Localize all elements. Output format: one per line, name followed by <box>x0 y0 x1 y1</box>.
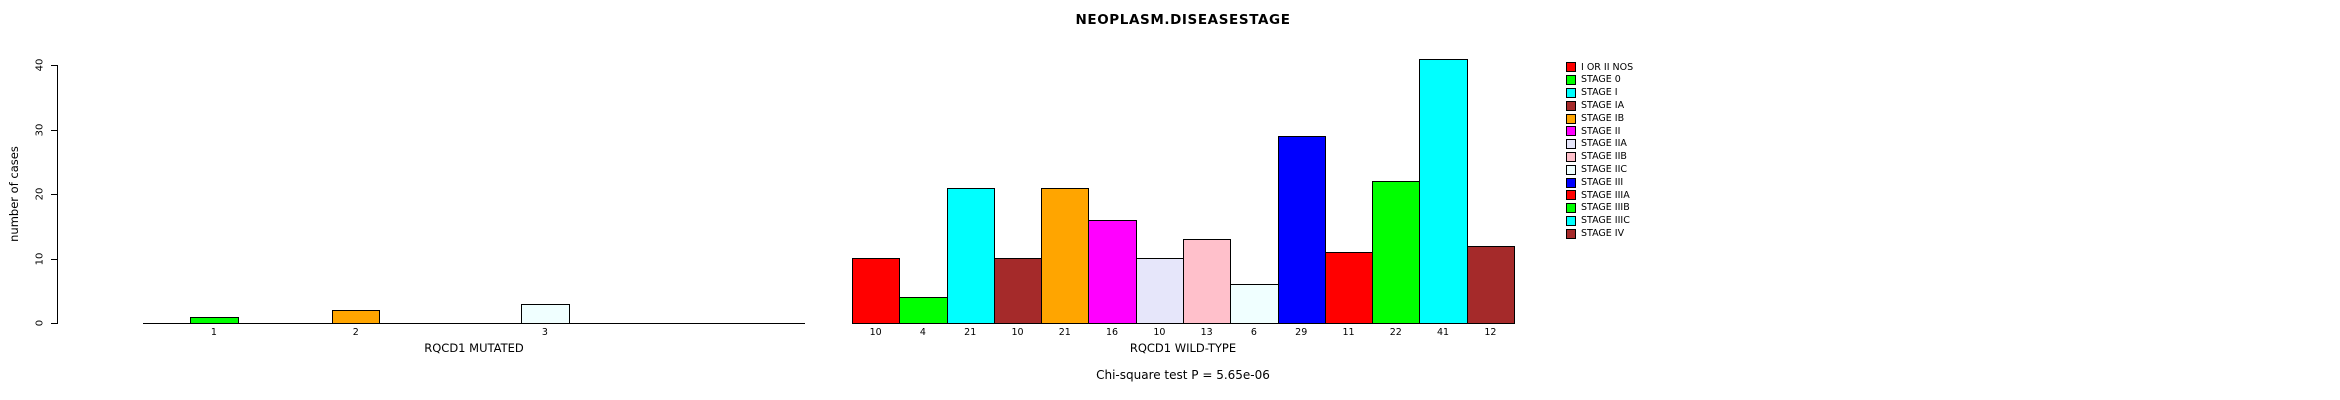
bar-count-label: 11 <box>1342 327 1355 338</box>
bar-count-label: 21 <box>1058 327 1071 338</box>
legend-swatch <box>1566 177 1576 188</box>
bar-stage-i <box>946 188 995 324</box>
y-axis-tick-label: 30 <box>34 123 46 136</box>
legend-label: STAGE IA <box>1581 100 1625 112</box>
bar-stage-iia <box>1135 258 1184 324</box>
bar-i-or-ii-nos <box>852 258 901 324</box>
y-axis-tick-label: 10 <box>34 252 46 265</box>
bar-count-label: 12 <box>1484 327 1497 338</box>
wild-type-panel-label: RQCD1 WILD-TYPE <box>1129 341 1237 355</box>
legend-label: STAGE IV <box>1581 228 1625 239</box>
legend-item: STAGE I <box>1566 87 1633 100</box>
y-axis-label: number of cases <box>7 146 21 242</box>
legend-label: STAGE IIIA <box>1581 189 1630 201</box>
bar-count-label: 10 <box>869 327 882 338</box>
legend-item: STAGE II <box>1566 125 1633 138</box>
legend-label: STAGE I <box>1581 87 1618 99</box>
legend-item: STAGE IIC <box>1566 163 1633 176</box>
bar-stage-ii <box>1088 220 1137 324</box>
y-axis-tick <box>51 258 57 260</box>
y-axis-tick <box>51 323 57 324</box>
legend-swatch <box>1566 62 1576 73</box>
legend-swatch <box>1566 87 1576 98</box>
legend-label: STAGE II <box>1581 125 1621 137</box>
bar-count-label: 4 <box>919 327 926 338</box>
y-axis-tick-label: 20 <box>34 187 46 201</box>
bar-stage-iic <box>1230 284 1279 324</box>
legend-item: STAGE IB <box>1566 112 1633 125</box>
legend-label: STAGE IIIC <box>1581 215 1630 227</box>
bar-stage-0 <box>899 297 948 324</box>
y-axis-tick-label: 0 <box>34 319 46 327</box>
legend: I OR II NOS STAGE 0 STAGE I STAGE IA STAGE I… <box>1566 61 1633 240</box>
chi-square-note: Chi-square test P = 5.65e-06 <box>1096 368 1270 382</box>
bar-stage-iii <box>1277 136 1326 324</box>
legend-swatch <box>1566 228 1576 239</box>
bar-count-label: 10 <box>1153 327 1166 338</box>
bar-stage-ib <box>1041 188 1090 324</box>
bar-stage-0 <box>190 317 239 324</box>
legend-item: STAGE IA <box>1566 99 1633 112</box>
mutated-panel-label: RQCD1 MUTATED <box>424 341 524 355</box>
legend-item: STAGE IV <box>1566 227 1633 240</box>
legend-swatch <box>1566 203 1576 214</box>
legend-item: STAGE IIIC <box>1566 215 1633 228</box>
legend-item: STAGE 0 <box>1566 74 1633 87</box>
legend-label: STAGE IIA <box>1581 138 1627 150</box>
legend-swatch <box>1566 215 1576 226</box>
legend-item: I OR II NOS <box>1566 61 1633 74</box>
bar-stage-iib <box>1183 239 1232 324</box>
legend-swatch <box>1566 75 1576 86</box>
bar-count-label: 21 <box>964 327 977 338</box>
legend-item: STAGE IIA <box>1566 138 1633 151</box>
legend-label: STAGE IIIB <box>1581 202 1630 214</box>
bar-count-label: 2 <box>352 327 359 338</box>
bar-stage-iv <box>1466 246 1515 324</box>
y-axis-tick <box>51 194 57 195</box>
bar-stage-iiic <box>1419 59 1468 324</box>
legend-item: STAGE IIIB <box>1566 202 1633 215</box>
legend-swatch <box>1566 164 1576 175</box>
legend-label: STAGE IB <box>1581 112 1625 124</box>
bar-count-label: 3 <box>541 327 548 338</box>
bar-stage-iiia <box>1324 252 1374 324</box>
bar-count-label: 22 <box>1389 327 1402 338</box>
legend-swatch <box>1566 126 1576 137</box>
y-axis-line <box>57 65 58 324</box>
y-axis-tick <box>51 65 57 66</box>
legend-item: STAGE III <box>1566 176 1633 189</box>
bar-count-label: 1 <box>210 327 217 338</box>
legend-label: STAGE IIB <box>1581 151 1627 163</box>
bar-stage-iic <box>521 304 570 324</box>
bar-count-label: 6 <box>1250 327 1257 338</box>
y-axis-tick-label: 40 <box>34 58 46 72</box>
legend-swatch <box>1566 151 1576 162</box>
legend-item: STAGE IIB <box>1566 151 1633 164</box>
legend-swatch <box>1566 113 1576 124</box>
legend-label: STAGE III <box>1581 176 1624 188</box>
bar-count-label: 10 <box>1011 327 1024 338</box>
bar-stage-ia <box>993 258 1043 324</box>
bar-stage-ib <box>332 310 381 324</box>
bar-stage-iiib <box>1372 181 1421 324</box>
legend-swatch <box>1566 100 1576 111</box>
legend-label: STAGE 0 <box>1581 74 1621 86</box>
bar-count-label: 16 <box>1106 327 1119 338</box>
bar-count-label: 29 <box>1295 327 1308 338</box>
bar-count-label: 13 <box>1200 327 1213 338</box>
y-axis-tick <box>51 129 57 131</box>
legend-swatch <box>1566 190 1576 201</box>
x-axis-line <box>143 323 805 324</box>
legend-label: STAGE IIC <box>1581 164 1628 176</box>
legend-label: I OR II NOS <box>1581 61 1634 73</box>
bar-count-label: 41 <box>1437 327 1450 338</box>
legend-swatch <box>1566 139 1576 150</box>
legend-item: STAGE IIIA <box>1566 189 1633 202</box>
chart-title: NEOPLASM.DISEASESTAGE <box>1075 12 1291 28</box>
